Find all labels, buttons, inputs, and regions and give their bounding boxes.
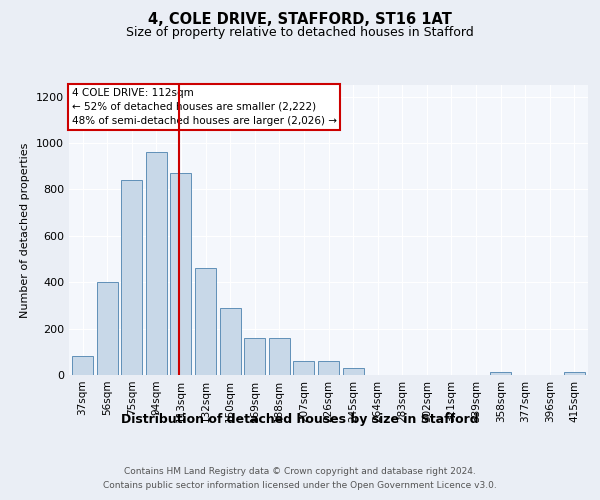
Bar [97, 282, 118, 375]
Bar [195, 268, 216, 375]
Text: Contains public sector information licensed under the Open Government Licence v3: Contains public sector information licen… [103, 481, 497, 490]
Text: Size of property relative to detached houses in Stafford: Size of property relative to detached ho… [126, 26, 474, 39]
Text: 4, COLE DRIVE, STAFFORD, ST16 1AT: 4, COLE DRIVE, STAFFORD, ST16 1AT [148, 12, 452, 28]
Bar [170, 173, 191, 375]
Bar [564, 372, 585, 375]
Bar [72, 356, 93, 375]
Bar [244, 338, 265, 375]
Y-axis label: Number of detached properties: Number of detached properties [20, 142, 31, 318]
Text: Distribution of detached houses by size in Stafford: Distribution of detached houses by size … [121, 412, 479, 426]
Bar [269, 338, 290, 375]
Bar [343, 368, 364, 375]
Bar [293, 361, 314, 375]
Bar [490, 372, 511, 375]
Bar [220, 308, 241, 375]
Text: Contains HM Land Registry data © Crown copyright and database right 2024.: Contains HM Land Registry data © Crown c… [124, 468, 476, 476]
Bar [318, 361, 339, 375]
Bar [146, 152, 167, 375]
Bar [121, 180, 142, 375]
Text: 4 COLE DRIVE: 112sqm
← 52% of detached houses are smaller (2,222)
48% of semi-de: 4 COLE DRIVE: 112sqm ← 52% of detached h… [71, 88, 337, 126]
